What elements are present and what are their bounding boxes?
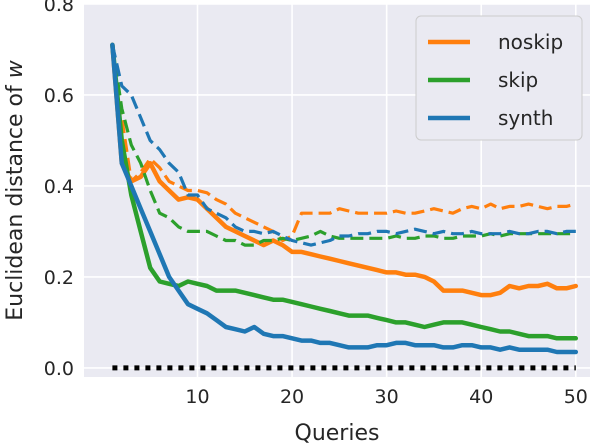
y-tick-label: 0.2: [44, 267, 74, 289]
series-line-line-1-dashed: [110, 44, 577, 243]
series-layer: [110, 42, 579, 371]
legend-box: [415, 15, 583, 141]
x-tick-label: 20: [280, 386, 304, 408]
y-tick-label: 0.0: [44, 358, 74, 380]
x-tick-label: 40: [469, 386, 493, 408]
legend: noskip skip synth: [415, 15, 583, 141]
y-axis-label-text: Euclidean distance of: [3, 78, 28, 321]
x-tick-label: 10: [185, 386, 209, 408]
y-tick-label: 0.8: [44, 0, 74, 16]
series-line-noskip-solid: [110, 42, 579, 298]
y-axis-ticks: 0.0 0.2 0.4 0.6 0.8: [44, 0, 74, 380]
series-line-synth-solid: [110, 42, 579, 355]
series-line-line-3-dashed: [110, 44, 576, 247]
legend-label-noskip: noskip: [498, 30, 563, 54]
x-axis-label: Queries: [295, 421, 380, 445]
y-axis-label-symbol: w: [3, 59, 28, 78]
x-tick-label: 50: [564, 386, 588, 408]
x-tick-label: 30: [375, 386, 399, 408]
y-tick-label: 0.4: [44, 176, 74, 198]
y-axis-label: Euclidean distance of w: [3, 59, 28, 321]
series-line-skip-solid: [110, 42, 579, 341]
legend-label-skip: skip: [498, 68, 538, 92]
x-axis-ticks: 10 20 30 40 50: [185, 386, 588, 408]
series-line-line-5-dashed: [110, 44, 576, 247]
y-tick-label: 0.6: [44, 85, 74, 107]
legend-label-synth: synth: [498, 106, 553, 130]
